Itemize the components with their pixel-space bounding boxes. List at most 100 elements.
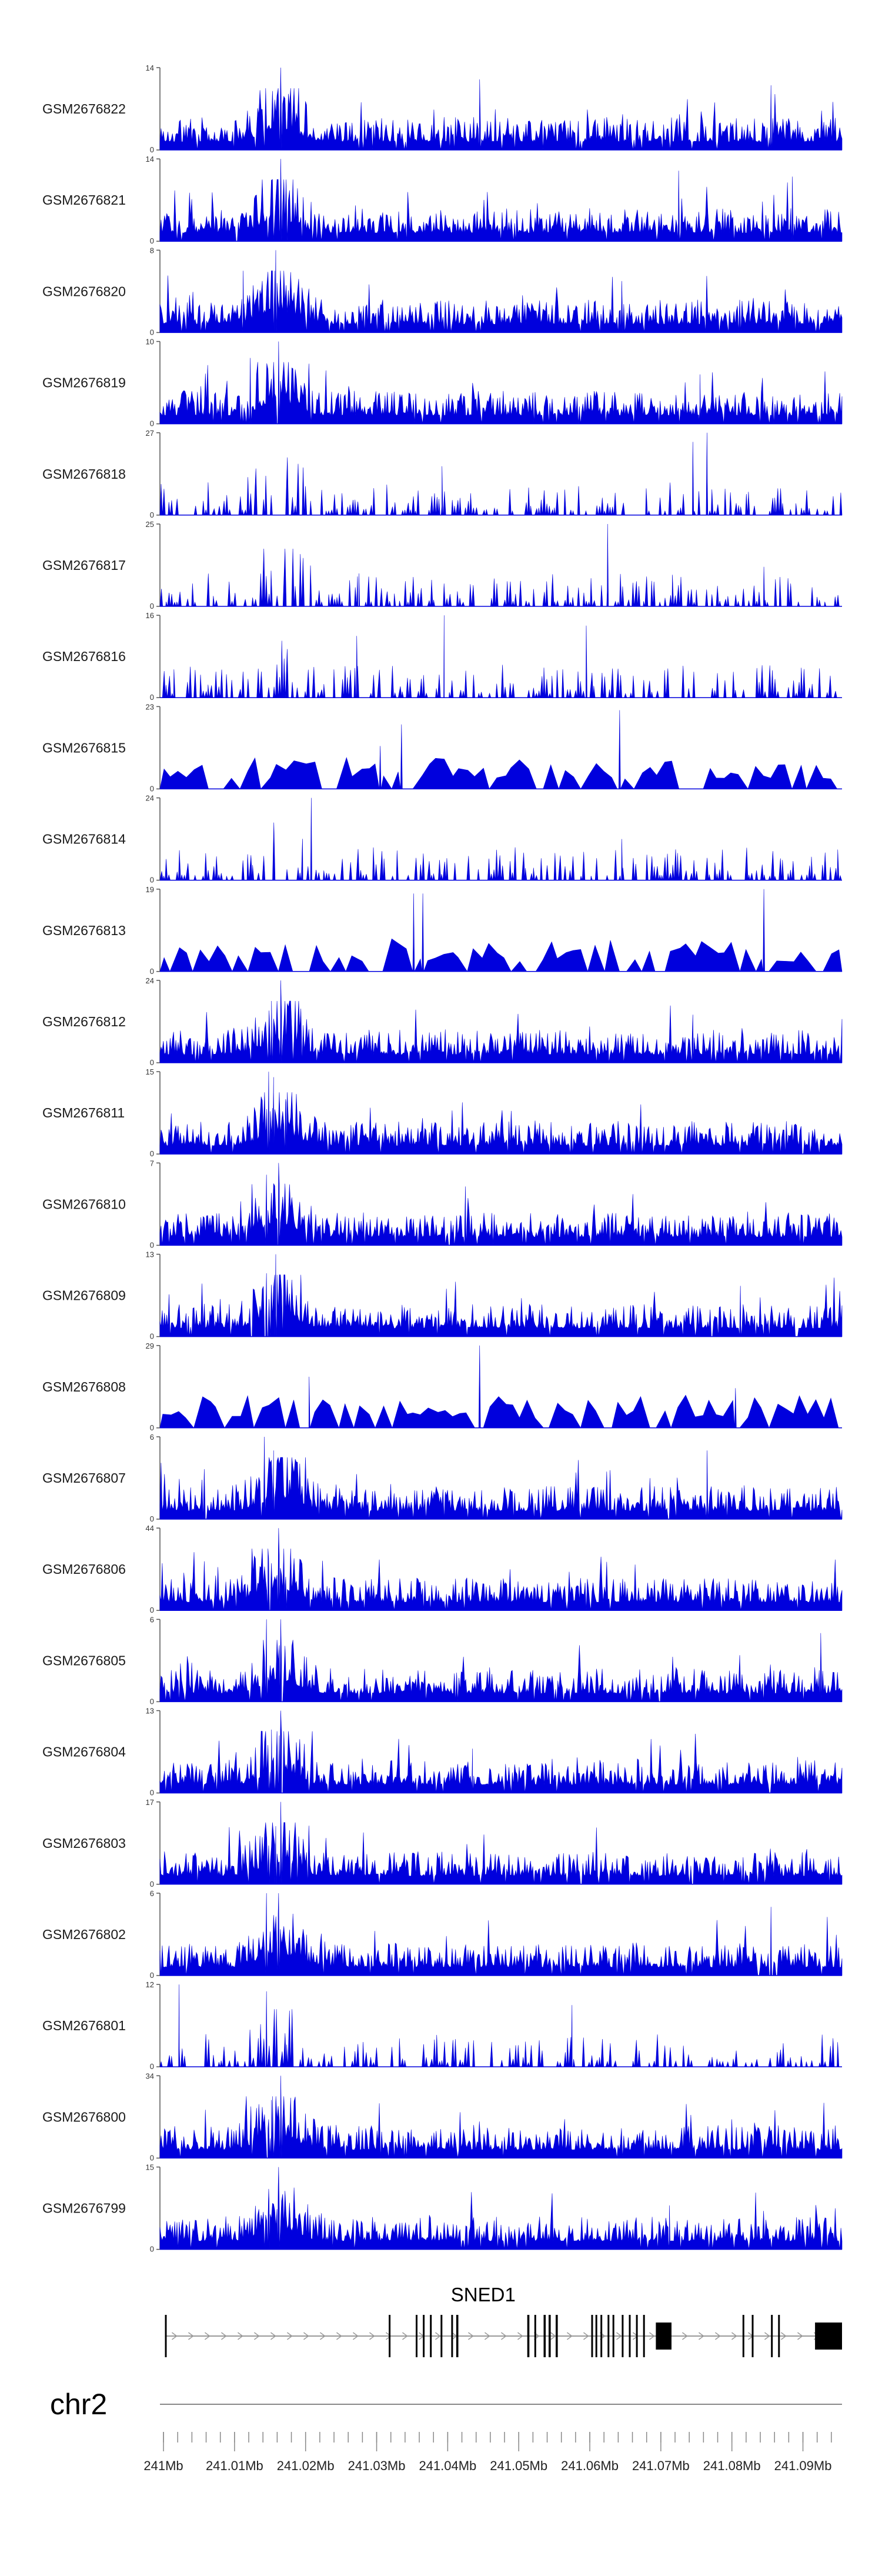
- y-tick-label-max: 15: [146, 2163, 154, 2172]
- signal-area: [159, 2076, 843, 2158]
- gene-exon: [543, 2315, 546, 2357]
- track-label: GSM2676815: [42, 740, 126, 755]
- signal-tracks: GSM2676822140GSM2676821140GSM267682080GS…: [42, 64, 843, 2254]
- track-label: GSM2676804: [42, 1744, 126, 1760]
- genome-axis: chr2 241Mb 241.01Mb 241.02Mb 241.03Mb 241.04M…: [50, 2388, 842, 2473]
- strand-arrow: [715, 2332, 721, 2340]
- track-GSM2676819: GSM2676819 10 0: [42, 338, 843, 428]
- y-tick-label-zero: 0: [150, 693, 154, 702]
- track-GSM2676821: GSM2676821 14 0: [42, 155, 843, 245]
- track-GSM2676817: GSM2676817 25 0: [42, 520, 842, 610]
- gene-exon: [430, 2315, 432, 2357]
- gene-exon: [751, 2315, 754, 2357]
- y-tick-label-max: 16: [146, 611, 154, 620]
- signal-area: [159, 798, 842, 881]
- track-label: GSM2676799: [42, 2201, 126, 2216]
- track-GSM2676814: GSM2676814 24 0: [42, 794, 842, 885]
- track-label: GSM2676817: [42, 558, 126, 573]
- track-label: GSM2676803: [42, 1836, 126, 1851]
- gene-exon: [612, 2315, 614, 2357]
- strand-arrow: [238, 2332, 243, 2340]
- track-label: GSM2676812: [42, 1014, 126, 1029]
- y-tick-label-max: 14: [146, 64, 154, 72]
- y-tick-label-max: 8: [150, 246, 154, 255]
- track-GSM2676804: GSM2676804 13 0: [42, 1707, 843, 1797]
- strand-arrow: [221, 2332, 227, 2340]
- gene-exon: [595, 2315, 597, 2357]
- gene-exon: [440, 2315, 443, 2357]
- gene-exon: [549, 2315, 551, 2357]
- strand-arrow: [517, 2332, 523, 2340]
- track-GSM2676802: GSM2676802 6 0: [42, 1889, 843, 1980]
- y-tick-label-max: 13: [146, 1250, 154, 1259]
- track-GSM2676809: GSM2676809 13 0: [42, 1250, 843, 1341]
- strand-arrow: [188, 2332, 194, 2340]
- gene-exon: [534, 2315, 536, 2357]
- strand-arrow: [781, 2332, 787, 2340]
- x-tick-label: 241Mb: [143, 2458, 183, 2473]
- x-tick-label: 241.02Mb: [277, 2458, 335, 2473]
- strand-arrow: [172, 2332, 178, 2340]
- y-tick-label-max: 19: [146, 885, 154, 894]
- track-label: GSM2676813: [42, 923, 126, 938]
- strand-arrow: [797, 2332, 803, 2340]
- gene-exon: [423, 2315, 425, 2357]
- x-tick-label: 241.04Mb: [419, 2458, 476, 2473]
- y-tick-label-max: 23: [146, 702, 154, 711]
- track-GSM2676816: GSM2676816 16 0: [42, 611, 842, 702]
- x-tick-label: 241.09Mb: [774, 2458, 832, 2473]
- gene-name-label: SNED1: [451, 2284, 516, 2305]
- gene-exon: [636, 2315, 638, 2357]
- signal-area: [159, 1984, 842, 2068]
- signal-area: [159, 710, 842, 790]
- signal-area: [159, 1254, 843, 1337]
- strand-arrow: [682, 2332, 688, 2340]
- y-tick-label-zero: 0: [150, 1240, 154, 1249]
- signal-area: [159, 2167, 843, 2250]
- strand-arrow: [649, 2332, 655, 2340]
- track-GSM2676805: GSM2676805 6 0: [42, 1615, 843, 1706]
- y-tick-label-max: 6: [150, 1889, 154, 1898]
- signal-area: [159, 1710, 843, 1793]
- y-tick-label-zero: 0: [150, 419, 154, 428]
- gene-exon: [607, 2315, 610, 2357]
- strand-arrow: [485, 2332, 490, 2340]
- y-tick-label-zero: 0: [150, 876, 154, 885]
- track-label: GSM2676807: [42, 1470, 126, 1486]
- strand-arrow: [369, 2332, 375, 2340]
- y-tick-label-max: 6: [150, 1433, 154, 1442]
- y-tick-label-max: 14: [146, 155, 154, 163]
- gene-exon: [527, 2315, 530, 2357]
- strand-arrow: [731, 2332, 737, 2340]
- y-tick-label-zero: 0: [150, 145, 154, 154]
- gene-exon: [629, 2315, 631, 2357]
- strand-arrow: [616, 2332, 622, 2340]
- signal-area: [159, 1893, 843, 1976]
- track-GSM2676813: GSM2676813 19 0: [42, 885, 843, 976]
- y-tick-label-zero: 0: [150, 1788, 154, 1797]
- y-tick-label-zero: 0: [150, 2062, 154, 2071]
- strand-arrow: [320, 2332, 326, 2340]
- y-tick-label-zero: 0: [150, 1423, 154, 1432]
- gene-exon: [556, 2315, 558, 2357]
- y-tick-label-max: 15: [146, 1067, 154, 1076]
- y-tick-label-zero: 0: [150, 1697, 154, 1706]
- y-tick-label-zero: 0: [150, 2153, 154, 2162]
- strand-arrow: [402, 2332, 408, 2340]
- y-tick-label-zero: 0: [150, 1971, 154, 1980]
- gene-exon: [600, 2315, 603, 2357]
- track-label: GSM2676814: [42, 832, 126, 847]
- x-tick-label: 241.05Mb: [490, 2458, 547, 2473]
- track-label: GSM2676801: [42, 2018, 126, 2033]
- track-GSM2676801: GSM2676801 12 0: [42, 1980, 842, 2071]
- y-tick-label-max: 25: [146, 520, 154, 529]
- x-tick-label: 241.07Mb: [632, 2458, 690, 2473]
- signal-area: [159, 432, 843, 516]
- gene-exon: [742, 2315, 744, 2357]
- track-GSM2676803: GSM2676803 17 0: [42, 1798, 843, 1888]
- signal-area: [159, 1619, 843, 1702]
- strand-arrow: [270, 2332, 276, 2340]
- strand-arrow: [567, 2332, 573, 2340]
- y-tick-label-max: 10: [146, 338, 154, 346]
